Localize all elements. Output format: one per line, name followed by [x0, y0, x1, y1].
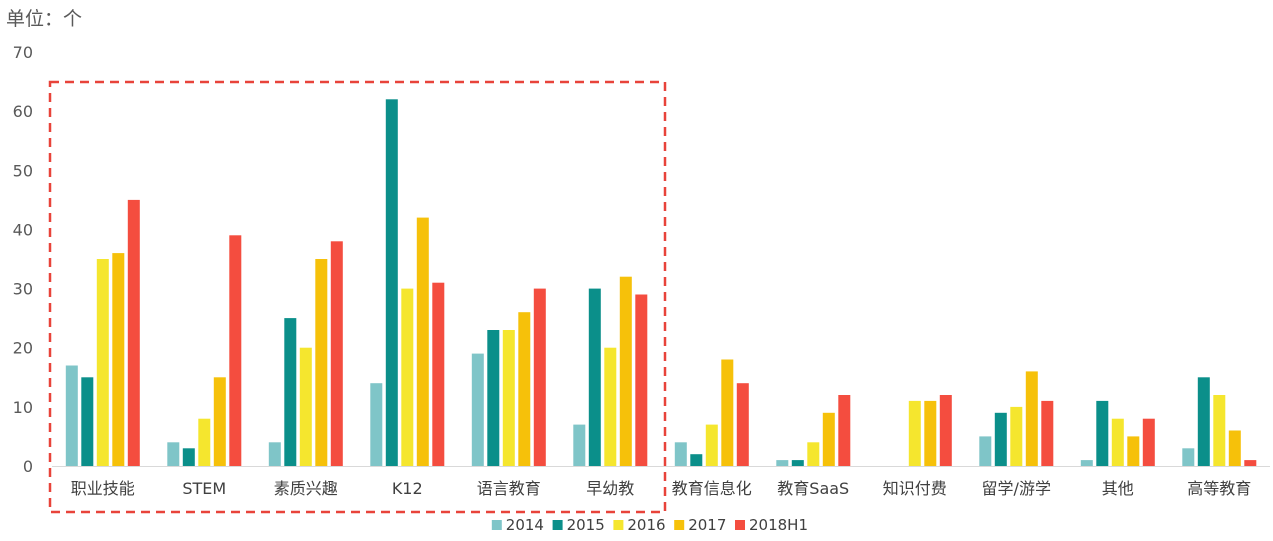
y-tick-label: 70 — [13, 43, 33, 62]
legend-label-2014: 2014 — [506, 516, 544, 534]
bar-2017-7 — [721, 359, 734, 466]
y-axis: 0 10 20 30 40 50 60 70 — [13, 43, 33, 476]
y-tick-label: 50 — [13, 161, 33, 180]
bar-2014-6 — [573, 424, 586, 466]
bar-2016-1 — [96, 259, 109, 466]
bar-2015-1 — [81, 377, 94, 466]
bar-2018H1-10 — [1041, 400, 1054, 466]
y-tick-label: 20 — [13, 339, 33, 358]
bar-2018H1-12 — [1244, 460, 1257, 466]
highlight-box — [48, 80, 667, 514]
bar-2014-3 — [268, 442, 281, 466]
x-category-label: 早幼教 — [586, 479, 634, 498]
bar-2017-3 — [315, 259, 328, 466]
bar-2018H1-3 — [330, 241, 343, 466]
bar-2017-5 — [518, 312, 531, 466]
highlight-dashed-rect — [48, 80, 667, 514]
legend: 2014 2015 2016 2017 2018H1 — [491, 516, 808, 534]
bar-2017-12 — [1228, 430, 1241, 466]
y-tick-label: 10 — [13, 398, 33, 417]
bar-2015-3 — [284, 318, 297, 466]
bar-2017-9 — [924, 400, 937, 466]
bar-2017-11 — [1127, 436, 1140, 466]
bar-2015-12 — [1197, 377, 1210, 466]
bar-2014-2 — [167, 442, 180, 466]
legend-label-2018H1: 2018H1 — [749, 516, 808, 534]
bar-2017-6 — [619, 276, 632, 466]
bar-2015-2 — [182, 448, 195, 466]
bar-2016-9 — [908, 400, 921, 466]
y-tick-label: 60 — [13, 102, 33, 121]
bar-2015-4 — [385, 99, 398, 467]
legend-swatch-2015 — [552, 520, 563, 530]
bar-2016-3 — [299, 347, 312, 466]
bar-2016-7 — [705, 424, 718, 466]
legend-swatch-2016 — [613, 520, 624, 530]
legend-swatch-2018H1 — [735, 520, 745, 530]
bar-2018H1-4 — [432, 282, 445, 466]
bar-2018H1-11 — [1142, 418, 1155, 466]
bar-2017-2 — [213, 377, 226, 466]
legend-swatch-2017 — [674, 520, 685, 530]
bar-2015-11 — [1096, 400, 1109, 466]
bar-2014-7 — [674, 442, 687, 466]
bar-2018H1-6 — [635, 294, 648, 466]
bar-2016-2 — [198, 418, 211, 466]
bar-2016-8 — [807, 442, 820, 466]
bar-2016-5 — [502, 330, 515, 466]
bar-2017-4 — [416, 217, 429, 466]
bar-2015-8 — [791, 460, 804, 466]
bar-2018H1-8 — [838, 395, 851, 466]
bar-2016-4 — [401, 288, 414, 466]
bar-2018H1-9 — [939, 395, 952, 466]
bar-2016-10 — [1010, 406, 1023, 466]
bars — [65, 99, 1257, 467]
bar-2016-11 — [1111, 418, 1124, 466]
bar-2015-7 — [690, 454, 703, 466]
legend-label-2015: 2015 — [567, 516, 605, 534]
bar-2015-10 — [994, 412, 1007, 466]
y-tick-label: 30 — [13, 280, 33, 299]
x-category-label: 素质兴趣 — [274, 479, 338, 498]
legend-label-2017: 2017 — [688, 516, 726, 534]
bar-2018H1-5 — [533, 288, 546, 466]
bar-2017-10 — [1025, 371, 1038, 466]
x-category-label: 高等教育 — [1187, 479, 1251, 498]
y-tick-label: 40 — [13, 220, 33, 239]
bar-2015-6 — [588, 288, 601, 466]
legend-swatch-2014 — [491, 520, 502, 530]
bar-2015-5 — [487, 330, 500, 466]
x-category-label: K12 — [392, 479, 423, 498]
x-category-label: 其他 — [1102, 479, 1134, 498]
x-category-label: 留学/游学 — [982, 479, 1051, 498]
x-category-label: 语言教育 — [477, 479, 541, 498]
bar-2018H1-1 — [127, 199, 140, 466]
bar-2016-6 — [604, 347, 617, 466]
bar-2017-8 — [822, 412, 835, 466]
y-tick-label: 0 — [23, 457, 33, 476]
x-category-label: 教育SaaS — [777, 479, 849, 498]
bar-2014-10 — [979, 436, 992, 466]
unit-label: 单位：个 — [6, 8, 83, 30]
bar-2016-12 — [1213, 395, 1226, 466]
bar-2018H1-2 — [229, 235, 242, 466]
bar-2014-11 — [1080, 460, 1093, 466]
bar-2014-5 — [471, 353, 484, 466]
x-category-label: 教育信息化 — [672, 479, 752, 498]
bar-2018H1-7 — [736, 383, 749, 466]
x-category-label: 知识付费 — [883, 479, 947, 498]
bar-2014-8 — [776, 460, 789, 466]
x-category-label: 职业技能 — [71, 479, 135, 498]
bar-2017-1 — [112, 253, 125, 466]
bar-2014-12 — [1182, 448, 1195, 466]
x-axis: 职业技能 STEM 素质兴趣 K12 语言教育 早幼教 教育信息化 教育SaaS 知识付费 留学/… — [52, 466, 1270, 498]
x-category-label: STEM — [182, 479, 226, 498]
legend-label-2016: 2016 — [627, 516, 665, 534]
bar-2014-1 — [65, 365, 78, 466]
bar-2014-4 — [370, 383, 383, 466]
